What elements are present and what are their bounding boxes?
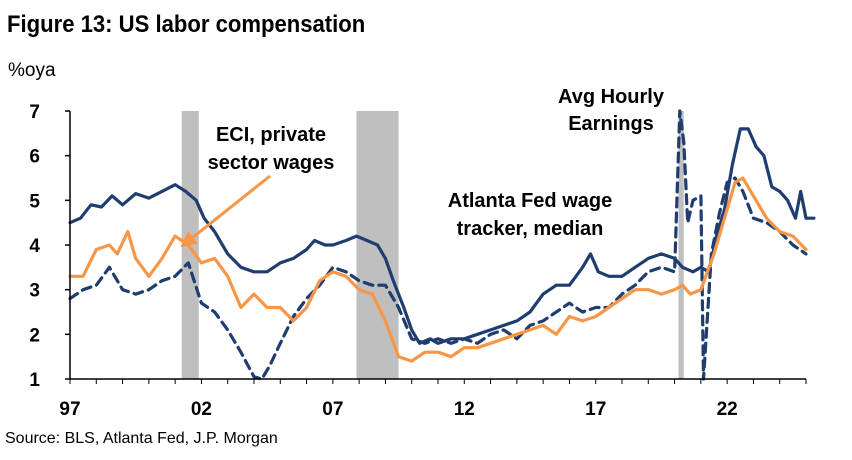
avg-hourly-earnings-annotation-line-2: Earnings bbox=[568, 113, 654, 135]
y-tick-label-5: 6 bbox=[29, 147, 40, 168]
atlanta-fed-annotation-line-1: Atlanta Fed wage bbox=[448, 190, 612, 212]
eci-annotation-line-2: sector wages bbox=[208, 152, 335, 174]
x-tick-label-1: 02 bbox=[191, 399, 212, 420]
y-tick-label-0: 1 bbox=[29, 370, 40, 391]
x-tick-label-4: 17 bbox=[585, 399, 606, 420]
chart-title: Figure 13: US labor compensation bbox=[7, 11, 366, 38]
y-tick-label-2: 3 bbox=[29, 281, 40, 302]
series-line-atl bbox=[68, 127, 816, 345]
annotations: ECI, private sector wages Atlanta Fed wa… bbox=[180, 86, 665, 248]
y-tick-label-1: 2 bbox=[29, 325, 40, 346]
x-tick-label-0: 97 bbox=[59, 399, 80, 420]
atlanta-fed-annotation-line-2: tracker, median bbox=[457, 218, 604, 240]
y-tick-label-6: 7 bbox=[29, 102, 40, 123]
eci-annotation-line-1: ECI, private bbox=[216, 124, 326, 146]
eci-annotation-arrow bbox=[191, 174, 271, 239]
recession-band-2 bbox=[678, 111, 684, 379]
avg-hourly-earnings-annotation-line-1: Avg Hourly bbox=[558, 86, 665, 108]
y-tick-label-3: 4 bbox=[29, 236, 40, 257]
eci-annotation-arrowhead bbox=[180, 231, 198, 248]
x-tick-label-3: 12 bbox=[454, 399, 475, 420]
x-tick-label-2: 07 bbox=[322, 399, 343, 420]
series-line-ahe bbox=[68, 109, 808, 381]
y-axis-unit-label: %oya bbox=[8, 60, 56, 81]
x-tick-label-5: 22 bbox=[717, 399, 738, 420]
source-note: Source: BLS, Atlanta Fed, J.P. Morgan bbox=[5, 430, 278, 447]
y-tick-label-4: 5 bbox=[29, 191, 40, 212]
